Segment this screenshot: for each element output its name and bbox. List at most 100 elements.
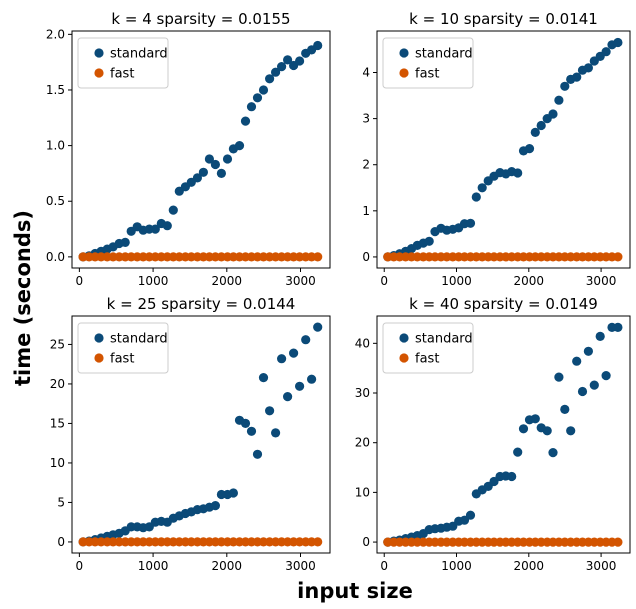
y-tick-label: 4 (362, 65, 370, 79)
standard-point (554, 372, 564, 382)
standard-point (246, 102, 257, 112)
fast-point (613, 537, 623, 547)
y-tick-label: 5 (57, 495, 65, 509)
standard-legend-label: standard (110, 47, 168, 62)
panel-title: k = 4 sparsity = 0.0155 (111, 10, 290, 28)
y-tick-label: 0.0 (46, 250, 65, 264)
standard-point (542, 426, 552, 436)
y-tick-label: 20 (50, 377, 65, 391)
standard-point (560, 81, 570, 91)
standard-legend-marker (399, 48, 409, 58)
standard-point (424, 236, 434, 246)
fast-legend-marker (399, 68, 409, 78)
legend: standard fast (382, 322, 474, 374)
panel-title: k = 10 sparsity = 0.0141 (409, 10, 598, 28)
standard-point (210, 159, 220, 170)
standard-point (246, 426, 257, 436)
y-tick-label: 0.5 (46, 194, 65, 208)
standard-point (234, 141, 245, 151)
standard-point (601, 371, 611, 381)
axes-frame (71, 315, 331, 554)
standard-point (524, 144, 535, 154)
standard-point (477, 183, 487, 193)
x-tick-label: 0 (76, 559, 84, 573)
standard-point (572, 356, 582, 366)
standard-point (536, 120, 546, 131)
standard-point (120, 237, 130, 247)
standard-point (313, 40, 323, 51)
fast-legend-marker (94, 68, 104, 78)
standard-point (548, 448, 558, 458)
x-tick-label: 1000 (138, 274, 169, 288)
standard-point (162, 221, 172, 231)
panel-4: k = 40 sparsity = 0.0149 0 1000 2000 3000 0 10… (355, 295, 631, 573)
standard-point (577, 386, 588, 397)
x-tick-label: 2000 (514, 559, 545, 573)
y-tick-label: 0 (57, 535, 65, 549)
standard-point (168, 205, 178, 215)
y-tick-label: 0 (362, 535, 370, 549)
y-tick-label: 40 (355, 336, 370, 350)
figure-ylabel: time (seconds) (11, 210, 35, 386)
standard-point (471, 192, 481, 202)
standard-point (277, 62, 287, 72)
standard-point (192, 173, 202, 183)
standard-point (513, 168, 523, 178)
standard-point (566, 426, 576, 436)
standard-point (271, 67, 281, 77)
x-tick-label: 3000 (586, 559, 617, 573)
x-tick-label: 0 (380, 559, 388, 573)
standard-point (222, 154, 233, 164)
axes-frame (376, 30, 631, 269)
standard-point (530, 414, 540, 424)
y-tick-label: 30 (355, 386, 370, 400)
y-tick-label: 2.0 (46, 27, 65, 41)
legend: standard fast (77, 37, 169, 89)
standard-point (240, 418, 251, 428)
fast-legend-label: fast (110, 67, 134, 82)
standard-point (583, 63, 594, 73)
standard-point (589, 380, 599, 390)
standard-point (613, 322, 623, 332)
x-tick-label: 1000 (441, 559, 472, 573)
fast-legend-label: fast (110, 352, 134, 367)
standard-legend-label: standard (110, 332, 168, 347)
panel-1: k = 4 sparsity = 0.0155 0 1000 2000 3000 0.0 0… (46, 10, 331, 288)
x-tick-label: 2000 (212, 274, 243, 288)
x-tick-label: 2000 (514, 274, 545, 288)
y-tick-label: 1 (362, 204, 370, 218)
x-tick-label: 3000 (285, 274, 316, 288)
standard-point (613, 37, 623, 48)
standard-point (150, 224, 160, 234)
standard-point (198, 167, 208, 177)
standard-point (313, 322, 323, 332)
axes-frame (71, 30, 331, 269)
standard-point (465, 218, 476, 228)
legend: standard fast (77, 322, 169, 374)
standard-point (307, 374, 317, 384)
x-tick-label: 3000 (285, 559, 316, 573)
standard-point (595, 331, 605, 341)
fast-legend-label: fast (415, 352, 439, 367)
y-tick-label: 10 (355, 485, 370, 499)
axes-frame (376, 315, 631, 554)
standard-point (283, 392, 293, 402)
y-tick-label: 25 (50, 337, 65, 351)
standard-point (258, 373, 269, 383)
y-tick-label: 10 (50, 456, 65, 470)
standard-legend-marker (94, 48, 104, 58)
panel-2: k = 10 sparsity = 0.0141 0 1000 2000 3000 0 1 2… (362, 10, 631, 288)
standard-point (507, 471, 517, 482)
figure-xlabel: input size (297, 579, 413, 603)
standard-point (265, 74, 275, 84)
x-tick-label: 1000 (441, 274, 472, 288)
standard-point (295, 56, 305, 66)
standard-point (216, 168, 226, 178)
standard-point (518, 424, 529, 434)
standard-legend-marker (399, 333, 409, 343)
standard-point (204, 154, 214, 164)
standard-point (513, 447, 523, 457)
fast-point (613, 252, 623, 262)
x-tick-label: 1000 (138, 559, 169, 573)
standard-point (465, 510, 476, 520)
